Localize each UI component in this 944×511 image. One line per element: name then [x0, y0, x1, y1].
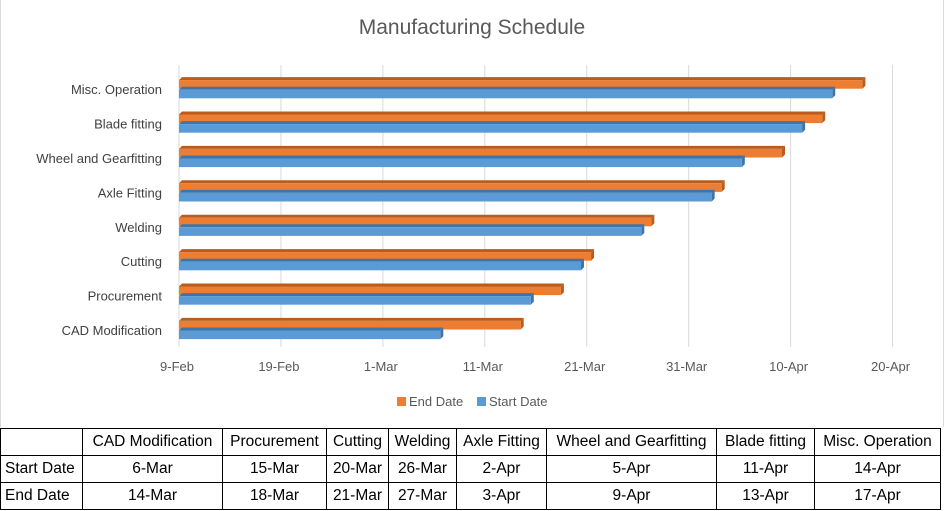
x-tick-label: 20-Apr — [871, 359, 911, 374]
table-cell: 5-Apr — [546, 455, 717, 483]
bar-end-date — [179, 77, 866, 89]
table-row: End Date 14-Mar 18-Mar 21-Mar 27-Mar 3-Apr 9-A… — [0, 482, 941, 510]
table-header-cell: Misc. Operation — [814, 428, 941, 456]
table-cell: 18-Mar — [222, 482, 327, 510]
table-header-row: CAD Modification Procurement Cutting Weldin… — [0, 428, 941, 456]
bar-start-date — [179, 293, 534, 305]
x-tick-label: 11-Mar — [463, 359, 504, 374]
bar-end-date — [179, 111, 826, 124]
bar-start-date — [179, 327, 444, 340]
category-label: Misc. Operation — [71, 82, 162, 97]
table-cell: 27-Mar — [388, 482, 457, 510]
table-header-cell: Blade fitting — [716, 428, 815, 456]
table-header-cell: CAD Modification — [82, 428, 223, 456]
table-row: Start Date 6-Mar 15-Mar 20-Mar 26-Mar 2-Apr 5-… — [0, 455, 941, 483]
category-label: CAD Modification — [62, 323, 162, 338]
legend: End Date Start Date — [397, 394, 548, 409]
legend-label: End Date — [409, 394, 463, 409]
bar-end-date — [179, 249, 595, 261]
table-header-cell: Axle Fitting — [456, 428, 547, 456]
bar-start-date — [179, 121, 806, 133]
bar-end-date — [179, 145, 785, 158]
table-cell: 3-Apr — [456, 482, 547, 510]
x-tick-label: 31-Mar — [666, 359, 708, 374]
category-label: Cutting — [121, 254, 162, 269]
x-tick-label: 1-Mar — [364, 359, 399, 374]
legend-swatch — [397, 397, 406, 406]
table-cell: 17-Apr — [814, 482, 941, 510]
bar-start-date — [179, 258, 584, 271]
chart-svg: Manufacturing Schedule 9-Feb 19-Feb 1-Mar 1… — [36, 16, 911, 409]
category-label: Axle Fitting — [98, 185, 162, 200]
table-cell: 11-Apr — [716, 455, 815, 483]
table-row-label: Start Date — [0, 455, 83, 483]
bar-start-date — [179, 86, 836, 99]
category-label: Procurement — [88, 289, 163, 304]
legend-label: Start Date — [489, 394, 548, 409]
bar-start-date — [179, 155, 745, 168]
x-axis: 9-Feb 19-Feb 1-Mar 11-Mar 21-Mar 31-Mar 10-Apr… — [160, 359, 911, 374]
table-header-cell: Procurement — [222, 428, 327, 456]
table-cell: 2-Apr — [456, 455, 547, 483]
category-label: Welding — [115, 220, 162, 235]
bar-end-date — [179, 283, 564, 296]
category-labels: CAD Modification Procurement Cutting Weldin… — [36, 82, 162, 338]
table-cell: 6-Mar — [82, 455, 223, 483]
x-tick-label: 19-Feb — [258, 359, 299, 374]
bar-start-date — [179, 189, 715, 202]
bar-start-date — [179, 224, 645, 236]
bar-end-date — [179, 317, 524, 330]
x-tick-label: 9-Feb — [160, 359, 194, 374]
chart-area: Manufacturing Schedule 9-Feb 19-Feb 1-Mar 1… — [0, 0, 944, 427]
table-cell: 26-Mar — [388, 455, 457, 483]
table-header-cell: Welding — [388, 428, 457, 456]
x-tick-label: 21-Mar — [564, 359, 606, 374]
bar-end-date — [179, 180, 725, 192]
legend-swatch — [477, 397, 486, 406]
table-cell: 9-Apr — [546, 482, 717, 510]
table-cell: 13-Apr — [716, 482, 815, 510]
category-label: Wheel and Gearfitting — [36, 151, 162, 166]
table-cell: 20-Mar — [326, 455, 389, 483]
category-label: Blade fitting — [94, 117, 162, 132]
x-tick-label: 10-Apr — [769, 359, 809, 374]
table-cell: 14-Mar — [82, 482, 223, 510]
table-cell: 14-Apr — [814, 455, 941, 483]
bars — [179, 77, 866, 340]
table-header-cell: Wheel and Gearfitting — [546, 428, 717, 456]
bar-end-date — [179, 214, 655, 227]
table-cell: 15-Mar — [222, 455, 327, 483]
table-header-cell — [0, 428, 83, 456]
chart-title: Manufacturing Schedule — [359, 16, 585, 39]
table-row-label: End Date — [0, 482, 83, 510]
data-table: CAD Modification Procurement Cutting Weldin… — [0, 428, 941, 510]
table-header-cell: Cutting — [326, 428, 389, 456]
table-cell: 21-Mar — [326, 482, 389, 510]
